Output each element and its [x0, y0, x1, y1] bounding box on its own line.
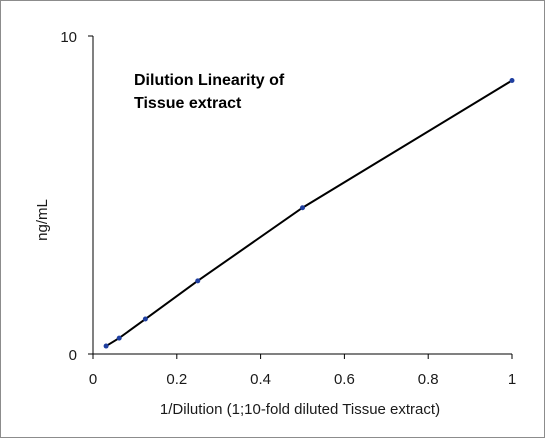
x-tick-label: 0.2 [166, 371, 187, 388]
x-tick-label: 0.4 [250, 371, 271, 388]
series-line [105, 79, 513, 347]
x-axis-ticks: 0 0.2 0.4 0.6 0.8 1 [89, 354, 516, 388]
data-point [116, 335, 122, 341]
x-tick-label: 0 [89, 371, 97, 388]
y-axis-ticks: 0 10 [60, 29, 93, 364]
plot-area: 0 0.2 0.4 0.6 0.8 1 0 10 [60, 29, 516, 388]
x-tick-label: 1 [508, 371, 516, 388]
x-tick-label: 0.8 [418, 371, 439, 388]
data-series [103, 78, 515, 349]
y-tick-label: 0 [69, 347, 77, 364]
chart-title-line-1: Dilution Linearity of [134, 72, 285, 89]
chart-title-line-2: Tissue extract [134, 95, 242, 112]
data-point [195, 278, 201, 284]
x-tick-label: 0.6 [334, 371, 355, 388]
y-axis-label: ng/mL [34, 199, 51, 241]
data-point [300, 205, 305, 211]
x-axis-label: 1/Dilution (1;10-fold diluted Tissue ext… [160, 401, 440, 418]
data-point [509, 78, 515, 84]
data-point [103, 343, 109, 349]
data-point [142, 316, 148, 322]
y-tick-label: 10 [60, 29, 77, 46]
